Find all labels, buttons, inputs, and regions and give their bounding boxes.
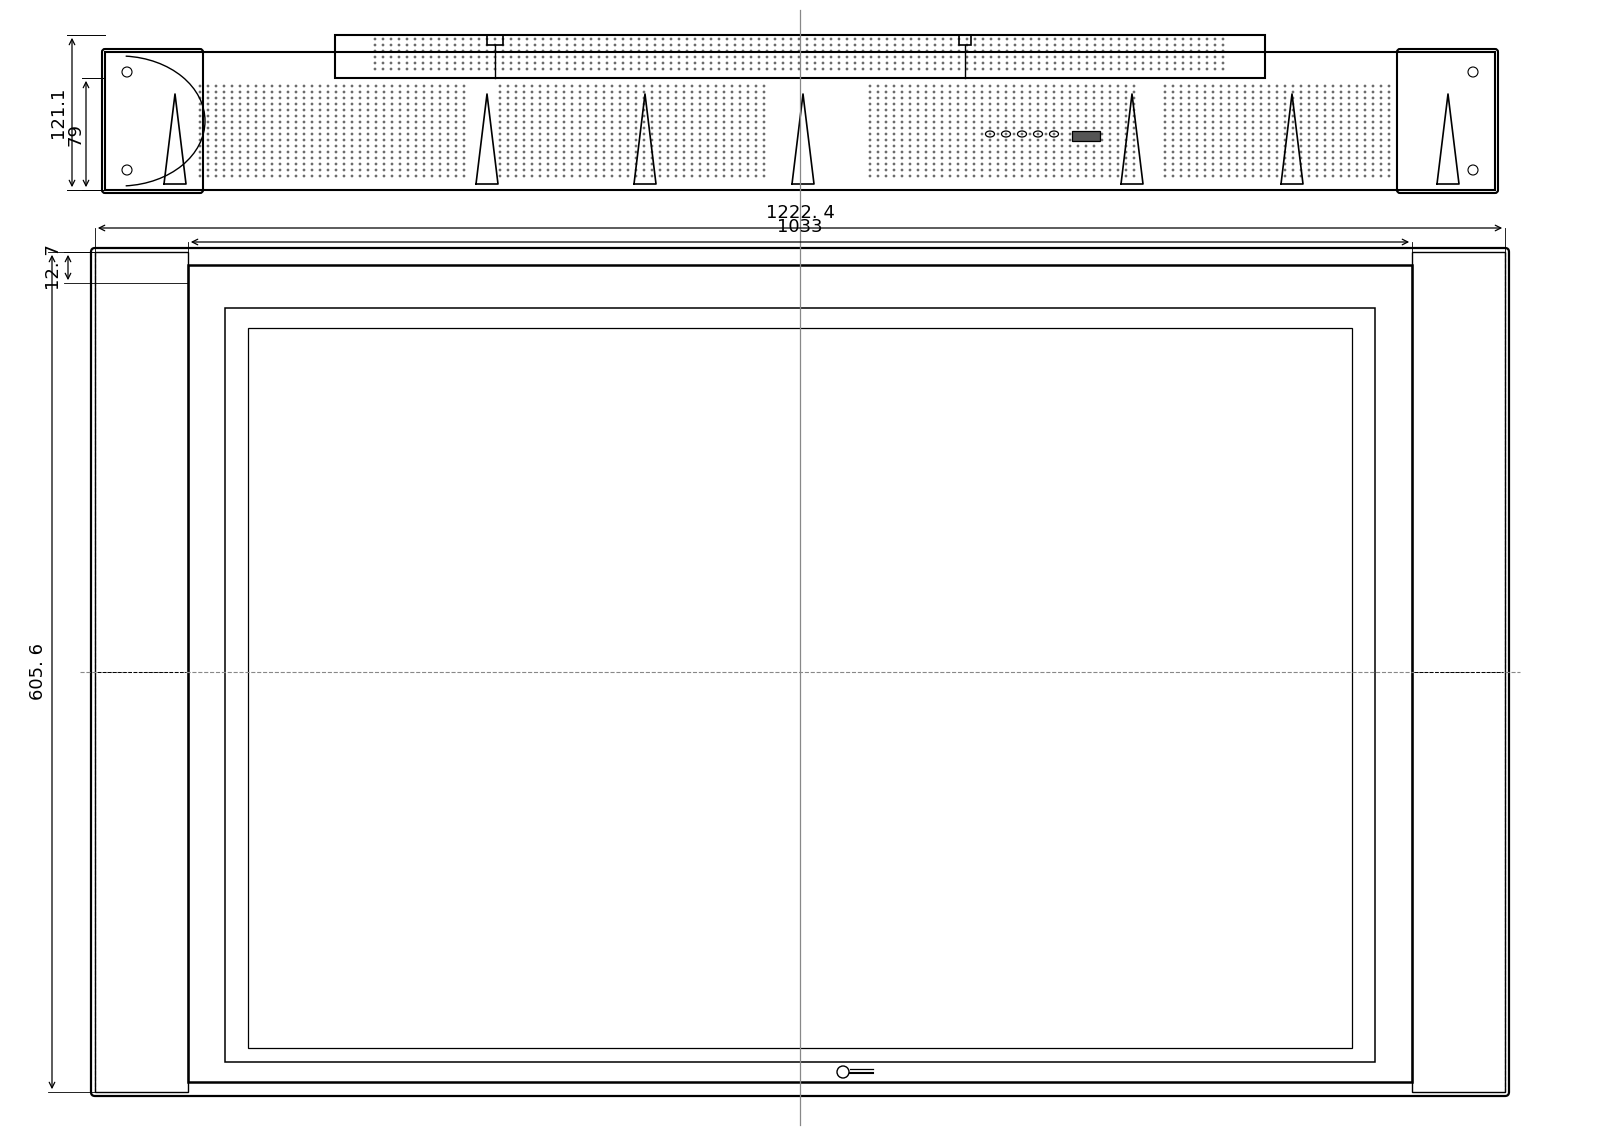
Text: 1222. 4: 1222. 4 bbox=[765, 204, 835, 222]
Bar bbox=[189, 265, 1413, 1082]
Bar bbox=[248, 328, 1352, 1048]
Bar bbox=[226, 308, 1374, 1062]
Text: 605. 6: 605. 6 bbox=[29, 643, 46, 701]
Bar bbox=[106, 52, 1494, 190]
Bar bbox=[1072, 131, 1101, 142]
Text: 121.1: 121.1 bbox=[50, 86, 67, 138]
Bar bbox=[1413, 252, 1506, 1092]
Text: 79: 79 bbox=[66, 122, 83, 146]
Text: 1033: 1033 bbox=[778, 218, 822, 235]
Bar bbox=[958, 35, 971, 45]
Bar bbox=[486, 35, 502, 45]
Bar bbox=[334, 35, 1266, 78]
Bar bbox=[94, 252, 189, 1092]
Text: 12. 7: 12. 7 bbox=[45, 245, 62, 290]
